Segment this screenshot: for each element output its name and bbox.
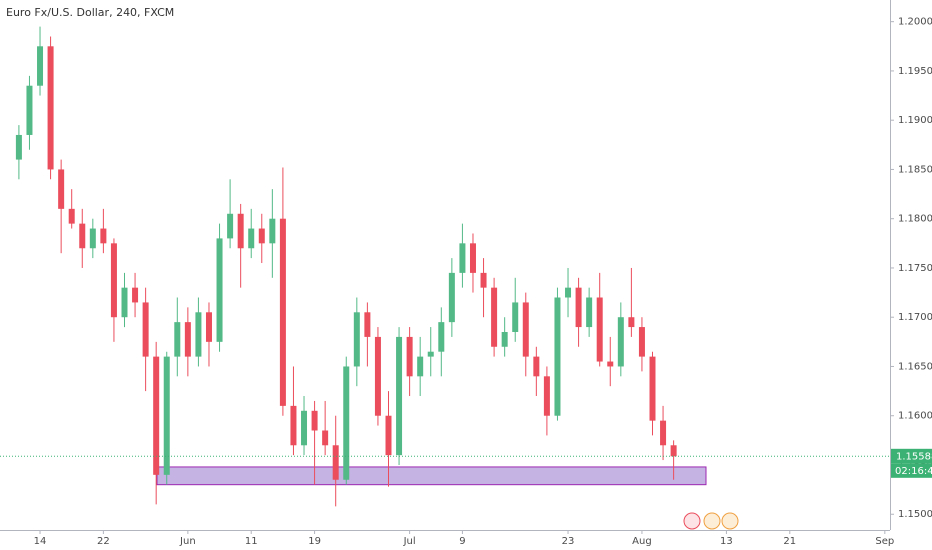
candle-body [110, 243, 117, 318]
candle-body [322, 430, 329, 446]
candle-body [617, 317, 624, 367]
candle-body [174, 322, 181, 357]
candles [15, 26, 677, 507]
x-tick-label: 14 [34, 536, 47, 547]
candle-body [79, 223, 86, 249]
candle-body [596, 297, 603, 362]
candle-body [491, 287, 498, 347]
countdown-box [891, 463, 932, 478]
candle-body [121, 287, 128, 318]
candle-body [237, 213, 244, 249]
candle-body [279, 218, 286, 406]
last-price-box [891, 448, 932, 464]
candle-body [565, 287, 572, 298]
watermark-logo [703, 512, 721, 530]
x-tick-label: 21 [783, 536, 796, 547]
candle-body [469, 243, 476, 273]
candle-body [374, 336, 381, 416]
candle-body [406, 336, 413, 377]
candle-body [184, 322, 191, 357]
candle-body [195, 312, 202, 357]
candle-body [543, 376, 550, 416]
candle-body [607, 361, 614, 367]
candle-body [628, 317, 635, 328]
candle-body [153, 356, 160, 475]
watermark-logo [683, 512, 701, 530]
watermark [683, 512, 739, 530]
candle-body [163, 356, 170, 475]
y-tick-label: 1.19000 [898, 115, 932, 126]
y-tick-label: 1.16000 [898, 411, 932, 422]
candle-body [396, 336, 403, 456]
candle-body [586, 297, 593, 328]
candle-body [554, 297, 561, 416]
candle-body [47, 46, 54, 170]
x-tick-label: Jun [179, 536, 196, 547]
candle-body [301, 410, 308, 446]
x-tick-label: 23 [562, 536, 575, 547]
candle-body [15, 134, 22, 160]
chart-title: Euro Fx/U.S. Dollar, 240, FXCM [6, 6, 174, 19]
y-tick-label: 1.15000 [898, 509, 932, 520]
countdown-label: 02:16:45 [895, 466, 932, 477]
candle-body [100, 228, 107, 244]
candle-body [427, 351, 434, 357]
candle-body [459, 243, 466, 273]
y-tick-label: 1.17500 [898, 263, 932, 274]
candle-body [26, 85, 33, 135]
candle-body [216, 238, 223, 342]
candle-body [448, 272, 455, 323]
candle-body [438, 322, 445, 352]
candle-body [58, 169, 65, 209]
candle-body [332, 445, 339, 480]
y-tick-label: 1.19500 [898, 66, 932, 77]
candle-body [353, 312, 360, 367]
candle-body [364, 312, 371, 337]
candle-body [343, 366, 350, 480]
candle-body [132, 287, 139, 303]
x-tick-label: Sep [875, 536, 894, 547]
y-tick-label: 1.18500 [898, 164, 932, 175]
candle-body [533, 356, 540, 377]
candle-body [311, 410, 318, 431]
x-tick-label: Aug [632, 536, 652, 547]
x-tick-label: 19 [308, 536, 321, 547]
watermark-logo [721, 512, 739, 530]
candle-body [205, 312, 212, 342]
y-tick-label: 1.16500 [898, 361, 932, 372]
candle-body [417, 356, 424, 377]
candle-body [248, 228, 255, 249]
x-tick-label: 9 [459, 536, 465, 547]
candle-body [227, 213, 234, 239]
x-tick-label: 13 [720, 536, 733, 547]
candle-body [670, 445, 677, 457]
candle-body [480, 272, 487, 288]
candle-body [37, 46, 44, 86]
candle-body [258, 228, 265, 244]
candle-body [290, 405, 297, 446]
support-zone [156, 466, 707, 486]
candle-body [522, 302, 529, 357]
candle-body [575, 287, 582, 328]
candle-body [68, 208, 75, 224]
candle-body [660, 420, 667, 446]
candle-body [142, 302, 149, 357]
candle-body [638, 327, 645, 357]
candle-body [501, 331, 508, 347]
y-tick-label: 1.17000 [898, 312, 932, 323]
last-price-label: 1.15588 [896, 451, 932, 462]
candle-body [269, 218, 276, 244]
candle-body [512, 302, 519, 332]
x-tick-label: 22 [97, 536, 110, 547]
y-tick-label: 1.20000 [898, 17, 932, 28]
candle-body [89, 228, 96, 249]
x-tick-label: Jul [403, 536, 416, 547]
candle-body [385, 415, 392, 456]
y-tick-label: 1.18000 [898, 214, 932, 225]
candle-body [649, 356, 656, 421]
x-tick-label: 11 [245, 536, 258, 547]
